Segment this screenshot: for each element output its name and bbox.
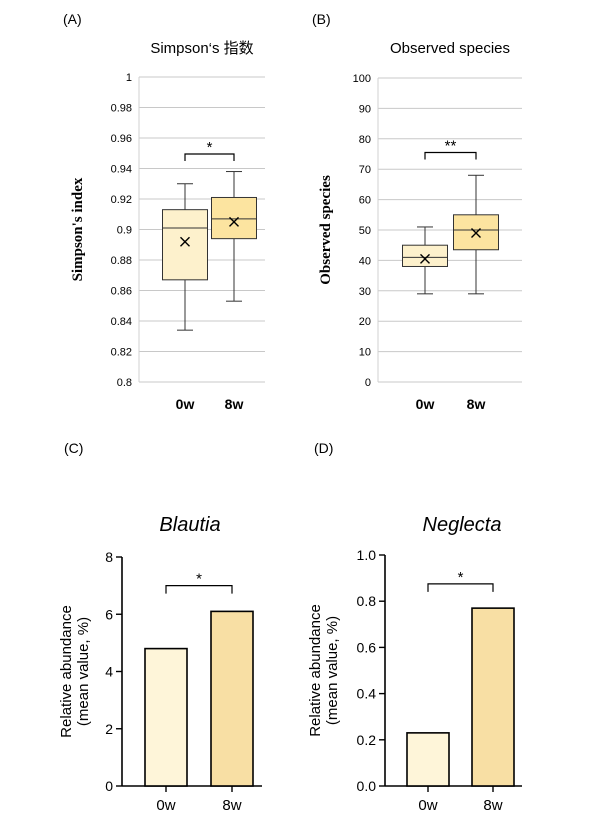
iqr-box [162,209,208,281]
significance-label: * [207,139,213,156]
x-tick-label: 8w [483,797,502,814]
y-tick-label: 0.0 [357,778,377,794]
y-tick-label: 8 [105,549,113,565]
y-tick-label: 0.4 [357,686,377,702]
y-tick-label: 0 [105,778,113,794]
y-tick-label: 40 [359,255,371,267]
panel-label: (D) [314,440,333,456]
observed-species-boxplot: (B) Observed species 0 10 20 30 40 50 60 70 80 90 10… [312,11,522,412]
bar-8w [471,607,515,787]
y-tick-label: 1 [126,72,132,84]
chart-title: Observed species [390,40,510,57]
panel-label: (A) [63,11,82,27]
chart-title: Simpson‘s 指数 [150,40,253,57]
significance-bracket [184,153,235,162]
y-tick-label: 10 [359,347,371,359]
y-tick-label: 0.8 [117,377,132,389]
y-tick-label: 80 [359,134,371,146]
y-axis-label-line: (mean value, %) [324,616,341,725]
y-tick-label: 20 [359,316,371,328]
box-8w [453,174,499,295]
y-tick-label: 90 [359,103,371,115]
y-tick-label: 1.0 [357,547,377,563]
x-tick-label: 8w [225,396,244,412]
y-tick-label: 0.96 [111,133,132,145]
y-tick-label: 0.98 [111,103,132,115]
y-axis-label-line: Relative abundance [58,605,75,738]
bar-0w [406,732,450,787]
box-0w [162,183,208,331]
iqr-box [402,244,448,267]
significance-label: * [196,571,202,588]
y-tick-label: 0.82 [111,347,132,359]
box-0w [402,226,448,295]
y-axis-label-line: (mean value, %) [75,617,92,726]
panel-a: (A) Simpson‘s 指数 0.8 0.82 0.84 0.86 0.88 0.9 0.9… [0,0,300,420]
y-tick-label: 0 [365,377,371,389]
x-tick-label: 0w [176,396,195,412]
x-tick-label: 0w [418,797,437,814]
y-tick-label: 100 [353,73,371,85]
x-tick-label: 8w [467,396,486,412]
panel-label: (C) [64,440,83,456]
significance-label: ** [445,137,457,154]
chart-title: Blautia [159,514,220,536]
bar-8w [210,610,254,787]
y-tick-label: 0.6 [357,639,377,655]
panel-b: (B) Observed species 0 10 20 30 40 50 60 70 80 90 10… [300,0,600,420]
panel-c: (C) Blautia 0 2 4 6 8 Relative abundance (mean v… [0,420,300,819]
y-tick-label: 0.88 [111,255,132,267]
iqr-box [211,196,257,240]
box-8w [211,171,257,302]
y-tick-label: 2 [105,721,113,737]
y-tick-label: 0.8 [357,593,377,609]
y-tick-label: 0.92 [111,194,132,206]
neglecta-bar-chart: (D) Neglecta 0.0 0.2 0.4 0.6 0.8 1.0 Relative ab… [307,440,522,814]
simpson-index-boxplot: (A) Simpson‘s 指数 0.8 0.82 0.84 0.86 0.88 0.9 0.9… [63,11,265,412]
mean-marker [420,253,430,264]
y-tick-label: 0.84 [111,316,132,328]
blautia-bar-chart: (C) Blautia 0 2 4 6 8 Relative abundance (mean v… [58,440,262,814]
bar-0w [144,647,188,787]
y-tick-label: 0.2 [357,732,377,748]
y-tick-label: 0.86 [111,286,132,298]
panel-label: (B) [312,11,331,27]
x-tick-label: 0w [416,396,435,412]
mean-marker [180,236,190,247]
significance-bracket [165,585,233,594]
panel-d: (D) Neglecta 0.0 0.2 0.4 0.6 0.8 1.0 Relative ab… [300,420,600,819]
y-tick-label: 0.9 [117,225,132,237]
y-tick-label: 6 [105,606,113,622]
y-tick-label: 50 [359,225,371,237]
y-axis-label: Simpson's index [70,177,86,281]
y-tick-label: 30 [359,286,371,298]
x-tick-label: 8w [222,797,241,814]
y-tick-label: 4 [105,664,113,680]
significance-bracket [427,583,494,592]
significance-label: * [458,569,464,586]
x-tick-label: 0w [156,797,175,814]
y-axis-label-line: Relative abundance [307,604,324,737]
significance-bracket [424,151,477,160]
y-axis-label: Observed species [318,175,334,285]
mean-marker [471,228,481,239]
chart-title: Neglecta [423,514,502,536]
y-tick-label: 70 [359,164,371,176]
mean-marker [229,216,239,227]
y-tick-label: 0.94 [111,164,132,176]
y-tick-label: 60 [359,195,371,207]
